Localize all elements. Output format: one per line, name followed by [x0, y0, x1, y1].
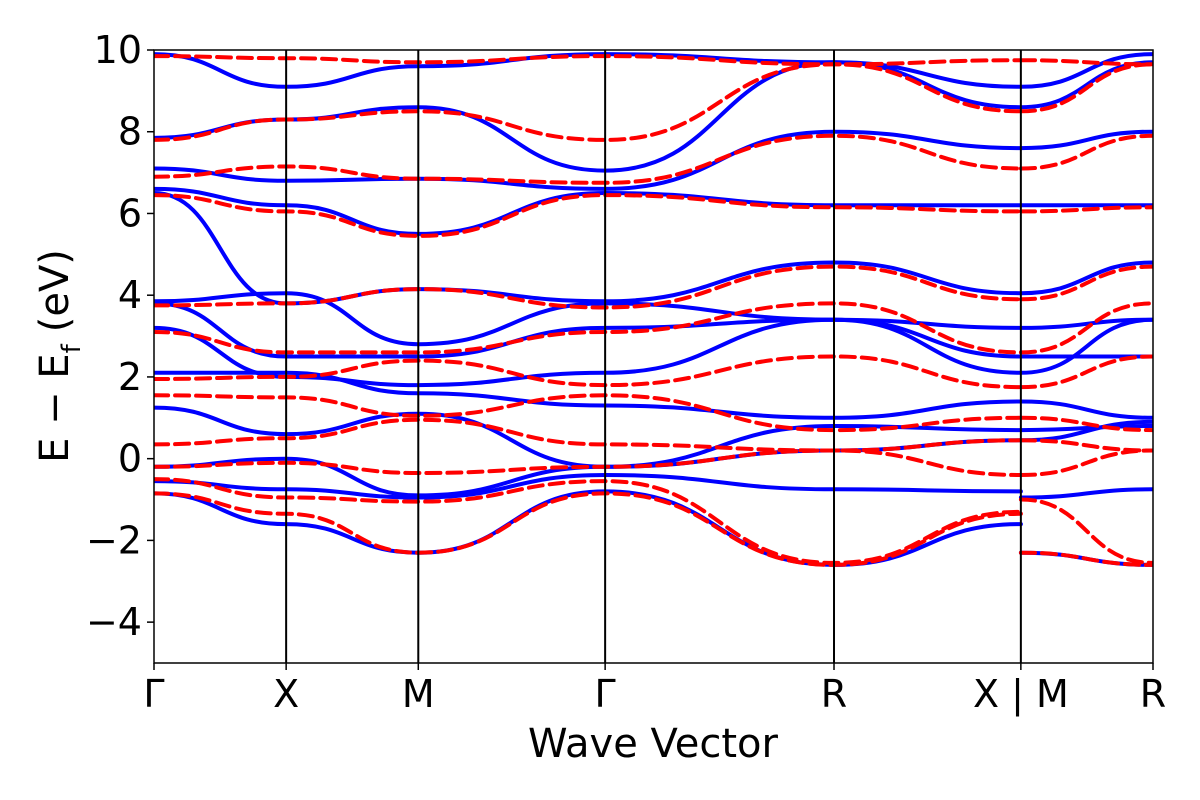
dashed-band-line: [1018, 301, 1153, 355]
y-axis-label-unit: (eV): [32, 249, 78, 332]
dashed-band-line: [154, 301, 1023, 355]
dashed-band-line: [1018, 264, 1153, 302]
y-tick-label: 10: [94, 28, 142, 72]
y-tick-label: −2: [86, 518, 142, 562]
dashed-band-line: [154, 193, 1023, 238]
solid-band-line: [154, 129, 1023, 191]
dashed-band-line: [1018, 58, 1153, 67]
dashed-band-line: [1018, 62, 1153, 114]
y-tick-label: 8: [118, 110, 142, 154]
x-tick-label: X | M: [973, 672, 1069, 717]
dashed-band-line: [154, 54, 1023, 67]
x-tick-label: Γ: [595, 672, 616, 716]
solid-band-line: [1018, 129, 1153, 151]
solid-band-line: [1018, 52, 1153, 89]
solid-band-line: [154, 370, 1023, 420]
x-tick-label: R: [821, 672, 847, 716]
y-tick-label: 0: [118, 437, 142, 481]
dashed-band-line: [1018, 448, 1153, 477]
plot-frame: [153, 49, 1154, 664]
dashed-band-line: [1018, 438, 1153, 453]
y-axis-label-main: E − E: [32, 353, 78, 463]
solid-band-line: [1018, 399, 1153, 420]
solid-band-line: [1018, 424, 1153, 433]
y-tick-label: 6: [118, 191, 142, 235]
solid-band-line: [1018, 317, 1153, 330]
y-tick-label: 4: [118, 273, 142, 317]
dashed-band-line: [1018, 497, 1153, 565]
solid-band-line: [1018, 487, 1153, 500]
high-symmetry-lines: [285, 50, 1022, 663]
y-tick-label: 2: [118, 355, 142, 399]
dashed-band-line: [1018, 415, 1153, 433]
dashed-band-line: [154, 448, 1023, 477]
x-tick-label: X: [273, 672, 299, 716]
dashed-band-line: [1018, 550, 1153, 567]
x-tick-label: R: [1140, 672, 1166, 716]
solid-band-line: [154, 60, 1023, 173]
solid-band-line: [154, 191, 1023, 306]
x-axis-label: Wave Vector: [528, 721, 779, 767]
x-axis-ticks: Γ X M Γ R X | M R: [143, 663, 1166, 717]
y-axis-ticks: −4 −2 0 2 4 6 8 10: [86, 28, 154, 644]
dashed-band-line: [1018, 205, 1153, 214]
x-tick-label: Γ: [143, 672, 164, 716]
dashed-band-line: [1018, 354, 1153, 390]
y-axis-label: E − Ef (eV): [32, 249, 87, 463]
y-tick-label: −4: [86, 600, 142, 644]
dashed-band-line: [154, 133, 1023, 185]
y-axis-label-sub: f: [57, 343, 87, 353]
solid-band-line: [154, 405, 1023, 469]
dashed-band-line: [1018, 133, 1153, 171]
x-tick-label: M: [402, 672, 435, 716]
solid-band-line: [1018, 260, 1153, 296]
dashed-band-line: [154, 62, 1023, 142]
band-lines: [154, 52, 1153, 567]
